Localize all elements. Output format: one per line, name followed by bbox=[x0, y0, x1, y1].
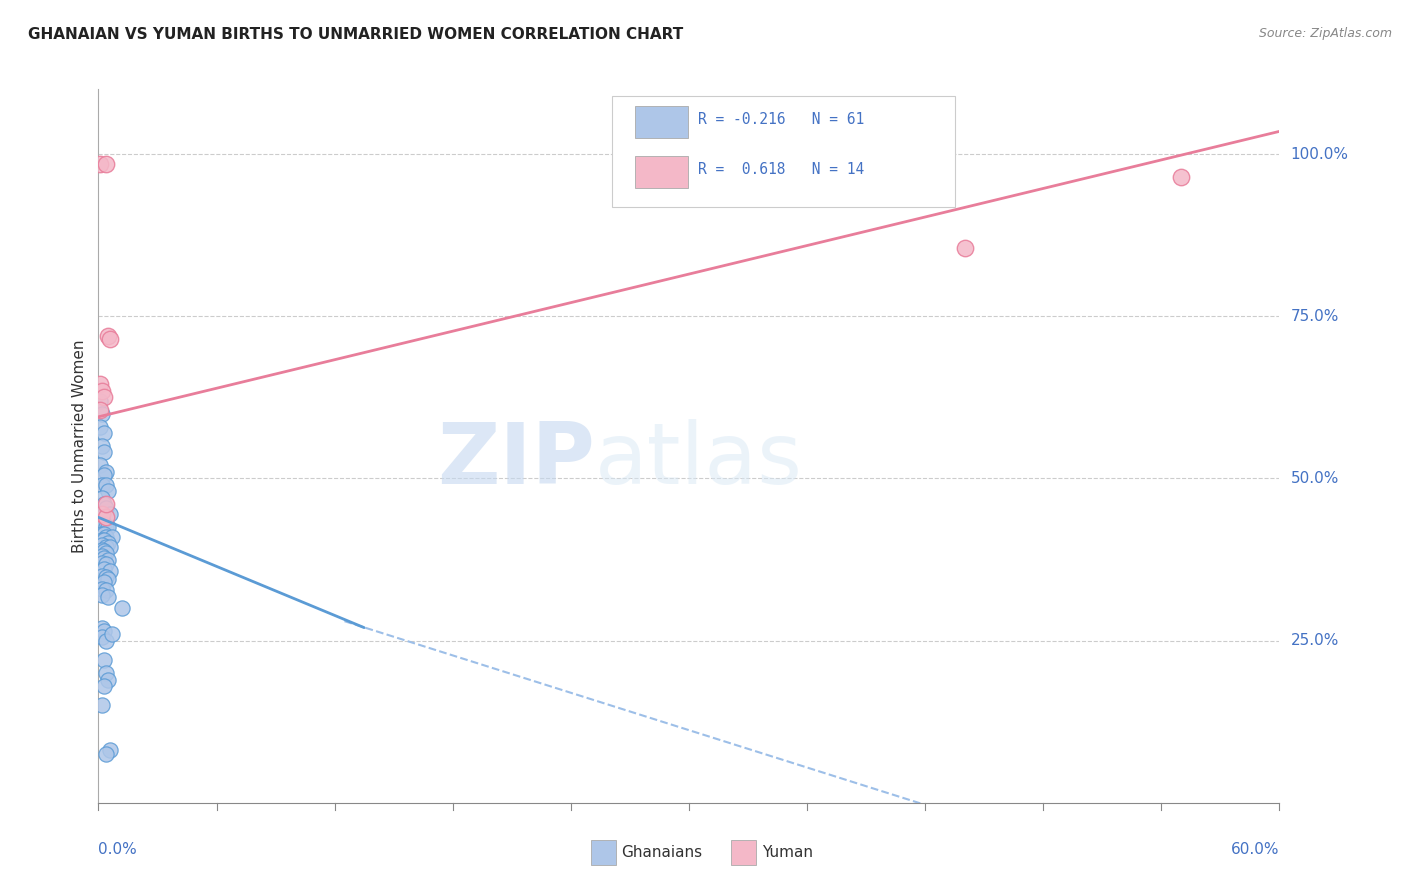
Bar bbox=[634, 155, 688, 187]
Bar bbox=[634, 105, 688, 137]
Point bbox=[91, 556, 114, 570]
Point bbox=[98, 507, 121, 521]
Point bbox=[98, 742, 121, 756]
Point bbox=[97, 552, 120, 566]
Point bbox=[96, 510, 118, 524]
Point bbox=[93, 390, 115, 404]
Text: atlas: atlas bbox=[595, 418, 803, 502]
Point bbox=[91, 698, 114, 713]
FancyBboxPatch shape bbox=[612, 96, 955, 207]
Point bbox=[96, 570, 118, 584]
Point bbox=[91, 507, 114, 521]
Point bbox=[96, 500, 118, 515]
Point bbox=[111, 601, 134, 615]
Point bbox=[96, 497, 118, 511]
Point bbox=[953, 241, 976, 255]
Point bbox=[97, 572, 120, 586]
Point bbox=[89, 403, 111, 417]
Point bbox=[96, 530, 118, 544]
Point bbox=[93, 550, 115, 565]
Point bbox=[96, 157, 118, 171]
Point bbox=[91, 478, 114, 492]
Point bbox=[96, 465, 118, 479]
Point bbox=[93, 425, 115, 440]
Text: R =  0.618   N = 14: R = 0.618 N = 14 bbox=[699, 162, 865, 178]
Point bbox=[89, 458, 111, 473]
Point bbox=[91, 621, 114, 635]
Point bbox=[101, 627, 124, 641]
Text: Yuman: Yuman bbox=[762, 846, 813, 860]
Point bbox=[91, 533, 114, 547]
Point bbox=[93, 544, 115, 558]
Point bbox=[96, 666, 118, 681]
Point bbox=[101, 530, 124, 544]
Text: ZIP: ZIP bbox=[437, 418, 595, 502]
Point bbox=[93, 562, 115, 576]
Text: GHANAIAN VS YUMAN BIRTHS TO UNMARRIED WOMEN CORRELATION CHART: GHANAIAN VS YUMAN BIRTHS TO UNMARRIED WO… bbox=[28, 27, 683, 42]
Point bbox=[91, 526, 114, 541]
Point bbox=[97, 590, 120, 604]
Point bbox=[93, 679, 115, 693]
Point bbox=[91, 542, 114, 557]
Point bbox=[97, 520, 120, 534]
Text: 0.0%: 0.0% bbox=[98, 842, 138, 856]
Point bbox=[91, 588, 114, 602]
Point bbox=[91, 439, 114, 453]
Point bbox=[93, 445, 115, 459]
Point bbox=[89, 393, 111, 408]
Point bbox=[91, 407, 114, 421]
Point bbox=[89, 157, 111, 171]
Point bbox=[89, 419, 111, 434]
Point bbox=[93, 533, 115, 547]
Point bbox=[96, 540, 118, 554]
Text: 75.0%: 75.0% bbox=[1291, 309, 1339, 324]
Point bbox=[91, 491, 114, 505]
Y-axis label: Births to Unmarried Women: Births to Unmarried Women bbox=[72, 339, 87, 553]
Text: R = -0.216   N = 61: R = -0.216 N = 61 bbox=[699, 112, 865, 128]
Point bbox=[93, 575, 115, 590]
Point bbox=[96, 633, 118, 648]
Point bbox=[91, 568, 114, 582]
Point bbox=[91, 510, 114, 524]
Point bbox=[98, 564, 121, 578]
Point bbox=[97, 536, 120, 550]
Point bbox=[93, 653, 115, 667]
Point bbox=[97, 484, 120, 499]
Text: 50.0%: 50.0% bbox=[1291, 471, 1339, 486]
Point bbox=[97, 673, 120, 687]
Point bbox=[93, 468, 115, 483]
Text: 100.0%: 100.0% bbox=[1291, 146, 1348, 161]
Point bbox=[96, 520, 118, 534]
Point bbox=[96, 557, 118, 571]
Point bbox=[96, 478, 118, 492]
Point bbox=[98, 540, 121, 554]
Point bbox=[91, 384, 114, 398]
Point bbox=[815, 157, 838, 171]
Point bbox=[93, 516, 115, 531]
Point bbox=[97, 328, 120, 343]
Point bbox=[93, 624, 115, 638]
Text: 60.0%: 60.0% bbox=[1232, 842, 1279, 856]
Point bbox=[96, 582, 118, 597]
Point bbox=[91, 582, 114, 596]
Text: Ghanaians: Ghanaians bbox=[621, 846, 703, 860]
Point bbox=[1170, 169, 1192, 184]
Point bbox=[93, 526, 115, 541]
Point bbox=[91, 549, 114, 564]
Point bbox=[98, 332, 121, 346]
Text: 25.0%: 25.0% bbox=[1291, 633, 1339, 648]
Point bbox=[91, 538, 114, 552]
Point bbox=[91, 631, 114, 645]
Point bbox=[96, 747, 118, 761]
Point bbox=[89, 377, 111, 392]
Point bbox=[96, 546, 118, 560]
Text: Source: ZipAtlas.com: Source: ZipAtlas.com bbox=[1258, 27, 1392, 40]
Point bbox=[93, 497, 115, 511]
